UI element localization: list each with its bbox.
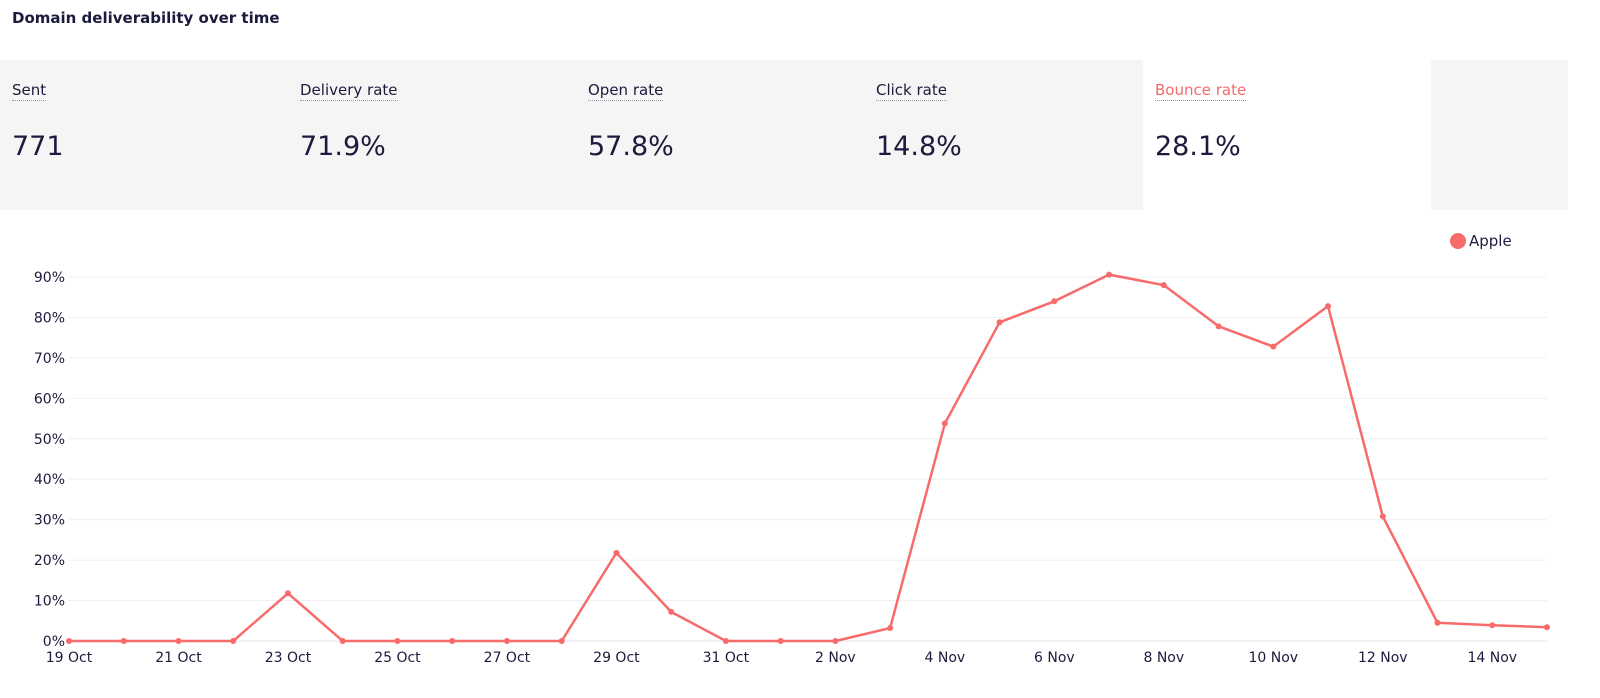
x-tick-label: 27 Oct [484, 650, 531, 666]
y-tick-labels: 0% 10% 20% 30% 40% 50% 60% 70% 80% 90% [34, 270, 65, 650]
x-tick-label: 25 Oct [374, 650, 421, 666]
stats-bar: Sent 771 Delivery rate 71.9% Open rate 5… [0, 60, 1568, 210]
x-tick-label: 19 Oct [46, 650, 93, 666]
x-tick-label: 6 Nov [1034, 650, 1075, 666]
series-line [69, 273, 1548, 643]
data-point [339, 638, 346, 644]
data-point [558, 638, 565, 644]
y-tick-label: 10% [34, 594, 65, 610]
data-point [175, 638, 182, 644]
stat-value-click-rate: 14.8% [876, 131, 962, 162]
data-point [1379, 513, 1386, 520]
stat-value-open-rate: 57.8% [588, 131, 674, 162]
data-point [1325, 303, 1332, 310]
stat-label-sent: Sent [12, 81, 47, 101]
data-point [1215, 323, 1222, 330]
y-tick-label: 20% [34, 553, 65, 569]
stat-label-delivery-rate: Delivery rate [300, 81, 398, 101]
x-tick-label: 4 Nov [925, 650, 966, 666]
data-point [284, 590, 291, 597]
stat-click-rate[interactable]: Click rate 14.8% [864, 60, 1152, 210]
x-tick-label: 10 Nov [1248, 650, 1298, 666]
data-point [1106, 271, 1113, 278]
data-point [230, 638, 237, 644]
data-point [668, 608, 675, 615]
stat-label-open-rate: Open rate [588, 81, 664, 101]
x-tick-label: 8 Nov [1143, 650, 1184, 666]
data-point [66, 638, 72, 644]
x-tick-label: 31 Oct [703, 650, 750, 666]
y-tick-label: 30% [34, 513, 65, 529]
y-tick-label: 60% [34, 391, 65, 407]
data-point [1544, 624, 1550, 631]
y-tick-label: 0% [43, 634, 65, 650]
data-point [996, 319, 1003, 326]
stat-value-bounce-rate: 28.1% [1155, 131, 1241, 162]
stat-label-click-rate: Click rate [876, 81, 947, 101]
x-tick-label: 29 Oct [593, 650, 640, 666]
x-tick-label: 21 Oct [155, 650, 202, 666]
data-point [887, 625, 894, 632]
legend-dot-icon [1450, 233, 1466, 249]
data-point [722, 638, 729, 644]
y-tick-label: 70% [34, 351, 65, 367]
stat-value-delivery-rate: 71.9% [300, 131, 386, 162]
data-point [613, 549, 620, 556]
data-point [1160, 282, 1167, 289]
stat-open-rate[interactable]: Open rate 57.8% [576, 60, 864, 210]
stat-value-sent: 771 [12, 131, 64, 162]
data-point [394, 638, 401, 644]
x-tick-label: 2 Nov [815, 650, 856, 666]
page-title: Domain deliverability over time [12, 9, 280, 27]
grid-layer [69, 276, 1547, 642]
legend-label: Apple [1469, 232, 1512, 250]
stat-delivery-rate[interactable]: Delivery rate 71.9% [288, 60, 576, 210]
data-point [1489, 622, 1496, 629]
data-point [941, 420, 948, 427]
x-tick-labels: 19 Oct 21 Oct 23 Oct 25 Oct 27 Oct 29 Oct 31 O… [46, 650, 1517, 666]
x-tick-label: 12 Nov [1358, 650, 1408, 666]
data-point [120, 638, 127, 644]
x-tick-label: 23 Oct [265, 650, 312, 666]
chart-legend[interactable]: Apple [1450, 232, 1512, 250]
data-point [777, 638, 784, 644]
stat-sent[interactable]: Sent 771 [0, 60, 288, 210]
data-point [1434, 619, 1441, 626]
series-layer [66, 271, 1550, 644]
stat-label-bounce-rate: Bounce rate [1155, 81, 1247, 101]
line-chart: 0% 10% 20% 30% 40% 50% 60% 70% 80% 90% 19 Oct 21 O… [34, 270, 1550, 666]
data-point [449, 638, 456, 644]
y-tick-label: 50% [34, 432, 65, 448]
x-tick-label: 14 Nov [1467, 650, 1517, 666]
data-point [832, 638, 839, 644]
data-point [1051, 298, 1058, 305]
data-point [1270, 343, 1277, 350]
y-tick-label: 80% [34, 310, 65, 326]
y-tick-label: 40% [34, 472, 65, 488]
data-point [503, 638, 510, 644]
stat-bounce-rate[interactable]: Bounce rate 28.1% [1143, 60, 1431, 210]
y-tick-label: 90% [34, 270, 65, 286]
